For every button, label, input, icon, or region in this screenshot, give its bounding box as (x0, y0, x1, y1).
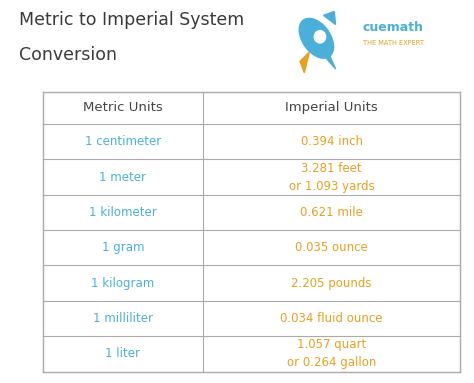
Polygon shape (300, 52, 309, 73)
Text: THE MATH EXPERT: THE MATH EXPERT (363, 40, 424, 46)
Circle shape (314, 31, 326, 43)
Text: 1 kilogram: 1 kilogram (91, 277, 155, 290)
Text: 1 gram: 1 gram (102, 241, 144, 254)
Text: 1 liter: 1 liter (105, 347, 140, 360)
Text: 0.034 fluid ounce: 0.034 fluid ounce (280, 312, 383, 325)
Polygon shape (323, 50, 336, 69)
Text: 2.205 pounds: 2.205 pounds (291, 277, 372, 290)
Text: 0.394 inch: 0.394 inch (301, 135, 363, 148)
Polygon shape (323, 11, 336, 25)
Text: Metric Units: Metric Units (83, 101, 163, 115)
Text: cuemath: cuemath (363, 21, 424, 34)
Text: 1.057 quart
or 0.264 gallon: 1.057 quart or 0.264 gallon (287, 338, 376, 369)
Text: 0.035 ounce: 0.035 ounce (295, 241, 368, 254)
Text: 1 kilometer: 1 kilometer (89, 206, 157, 219)
Text: Metric to Imperial System: Metric to Imperial System (19, 11, 244, 29)
Text: Conversion: Conversion (19, 46, 117, 64)
Ellipse shape (299, 18, 334, 58)
Text: 0.621 mile: 0.621 mile (300, 206, 363, 219)
Text: 1 meter: 1 meter (100, 170, 146, 183)
Text: Imperial Units: Imperial Units (285, 101, 378, 115)
Text: 1 centimeter: 1 centimeter (85, 135, 161, 148)
Text: 1 milliliter: 1 milliliter (93, 312, 153, 325)
Text: 3.281 feet
or 1.093 yards: 3.281 feet or 1.093 yards (289, 162, 374, 193)
